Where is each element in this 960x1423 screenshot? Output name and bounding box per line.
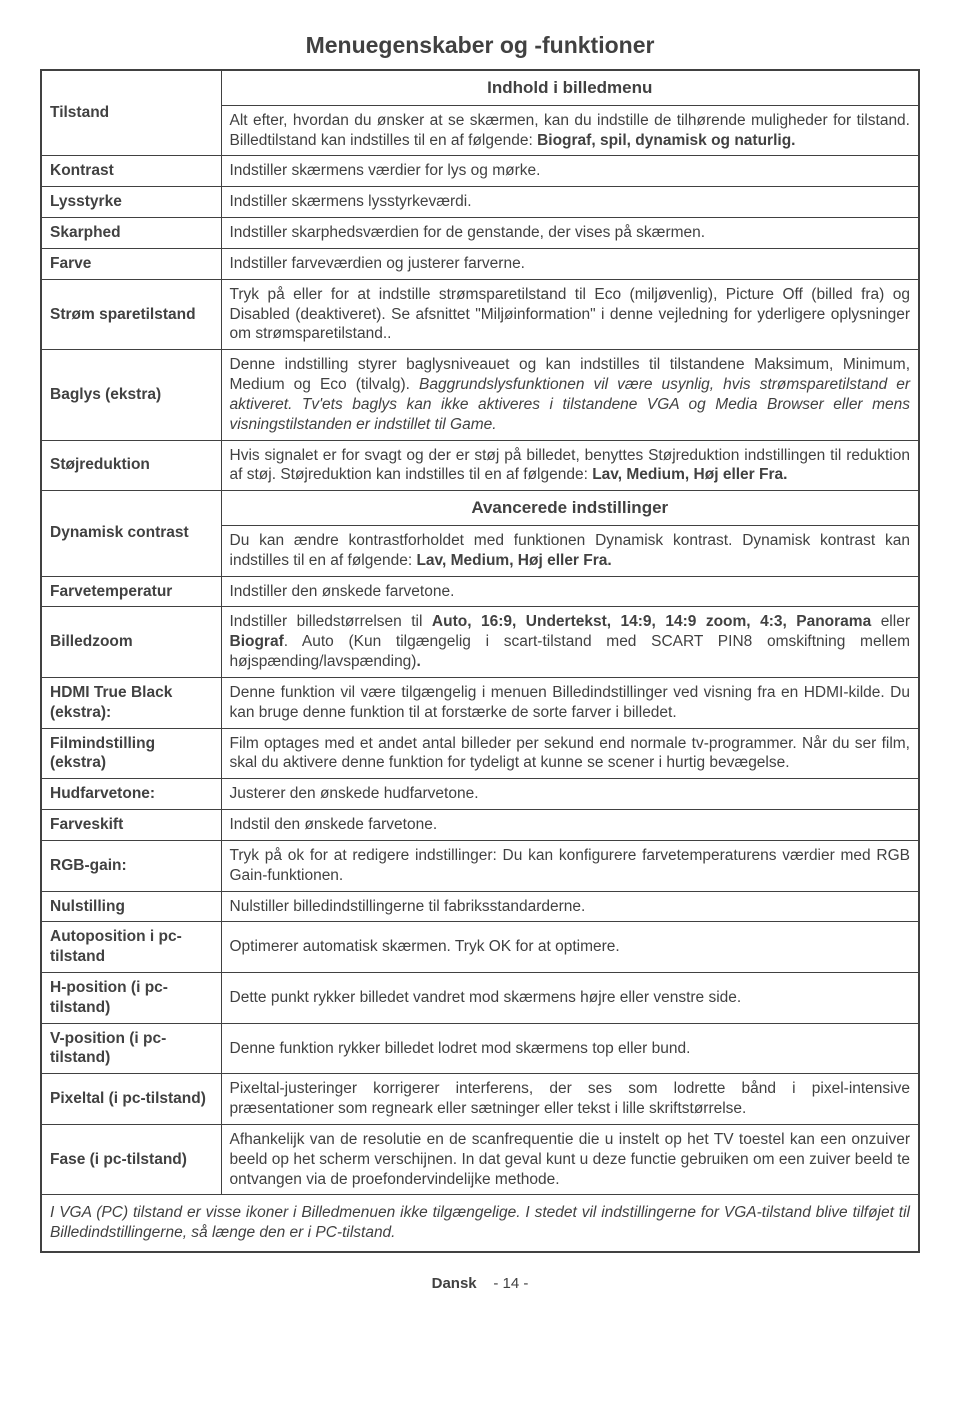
table-row: V-position (i pc-tilstand)Denne funktion… <box>41 1023 919 1074</box>
row-label: V-position (i pc-tilstand) <box>41 1023 221 1074</box>
row-label: Farveskift <box>41 810 221 841</box>
table-row: H-position (i pc-tilstand)Dette punkt ry… <box>41 973 919 1024</box>
row-description: Tryk på eller for at indstille strømspar… <box>221 279 919 349</box>
table-row: FarveIndstiller farveværdien og justerer… <box>41 248 919 279</box>
row-description: Indstiller den ønskede farvetone. <box>221 576 919 607</box>
row-label: Filmindstilling (ekstra) <box>41 728 221 779</box>
row-description: Indstiller billedstørrelsen til Auto, 16… <box>221 607 919 677</box>
row-description: Indstiller skarphedsværdien for de genst… <box>221 218 919 249</box>
row-description: Tryk på ok for at redigere indstillinger… <box>221 840 919 891</box>
settings-table-main: TilstandIndhold i billedmenuAlt efter, h… <box>40 69 920 1253</box>
row-label: Pixeltal (i pc-tilstand) <box>41 1074 221 1125</box>
row-label: Baglys (ekstra) <box>41 350 221 440</box>
table-row: HDMI True Black (ekstra):Denne funktion … <box>41 677 919 728</box>
table-row: TilstandIndhold i billedmenu <box>41 70 919 105</box>
row-label: Tilstand <box>41 70 221 156</box>
row-label: Støjreduktion <box>41 440 221 491</box>
footnote-text: I VGA (PC) tilstand er visse ikoner i Bi… <box>41 1195 919 1252</box>
row-description: Indstil den ønskede farvetone. <box>221 810 919 841</box>
row-description: Afhankelijk van de resolutie en de scanf… <box>221 1124 919 1194</box>
row-description: Denne indstilling styrer baglysniveauet … <box>221 350 919 440</box>
table-row: FarvetemperaturIndstiller den ønskede fa… <box>41 576 919 607</box>
row-label: Strøm sparetilstand <box>41 279 221 349</box>
section-header: Avancerede indstillinger <box>221 491 919 526</box>
row-label: H-position (i pc-tilstand) <box>41 973 221 1024</box>
table-body-main: TilstandIndhold i billedmenuAlt efter, h… <box>41 70 919 1252</box>
row-label: Skarphed <box>41 218 221 249</box>
row-description: Hvis signalet er for svagt og der er stø… <box>221 440 919 491</box>
row-description: Alt efter, hvordan du ønsker at se skærm… <box>221 105 919 156</box>
row-description: Pixeltal-justeringer korrigerer interfer… <box>221 1074 919 1125</box>
row-description: Dette punkt rykker billedet vandret mod … <box>221 973 919 1024</box>
table-row: Baglys (ekstra)Denne indstilling styrer … <box>41 350 919 440</box>
row-description: Denne funktion rykker billedet lodret mo… <box>221 1023 919 1074</box>
row-description: Indstiller skærmens lysstyrkeværdi. <box>221 187 919 218</box>
footer-page-number: - 14 - <box>493 1275 528 1292</box>
table-row: Pixeltal (i pc-tilstand)Pixeltal-justeri… <box>41 1074 919 1125</box>
row-label: Billedzoom <box>41 607 221 677</box>
page-title: Menuegenskaber og -funktioner <box>40 32 920 59</box>
row-label: Fase (i pc-tilstand) <box>41 1124 221 1194</box>
table-row: Hudfarvetone:Justerer den ønskede hudfar… <box>41 779 919 810</box>
section-header: Indhold i billedmenu <box>221 70 919 105</box>
row-label: Autoposition i pc-tilstand <box>41 922 221 973</box>
row-description: Denne funktion vil være tilgængelig i me… <box>221 677 919 728</box>
table-row: StøjreduktionHvis signalet er for svagt … <box>41 440 919 491</box>
table-row: NulstillingNulstiller billedindstillinge… <box>41 891 919 922</box>
footer-spacer <box>481 1275 489 1292</box>
row-label: Dynamisk contrast <box>41 491 221 576</box>
row-description: Film optages med et andet antal billeder… <box>221 728 919 779</box>
row-description: Nulstiller billedindstillingerne til fab… <box>221 891 919 922</box>
table-row: KontrastIndstiller skærmens værdier for … <box>41 156 919 187</box>
footer-language: Dansk <box>432 1275 477 1292</box>
row-label: Farve <box>41 248 221 279</box>
row-label: RGB-gain: <box>41 840 221 891</box>
table-row: Strøm sparetilstandTryk på eller for at … <box>41 279 919 349</box>
row-label: Farvetemperatur <box>41 576 221 607</box>
table-row: BilledzoomIndstiller billedstørrelsen ti… <box>41 607 919 677</box>
row-label: HDMI True Black (ekstra): <box>41 677 221 728</box>
row-label: Lysstyrke <box>41 187 221 218</box>
table-row-footnote: I VGA (PC) tilstand er visse ikoner i Bi… <box>41 1195 919 1252</box>
page-footer: Dansk - 14 - <box>40 1275 920 1292</box>
table-row: Dynamisk contrastAvancerede indstillinge… <box>41 491 919 526</box>
row-label: Nulstilling <box>41 891 221 922</box>
row-description: Du kan ændre kontrastforholdet med funkt… <box>221 525 919 576</box>
table-row: FarveskiftIndstil den ønskede farvetone. <box>41 810 919 841</box>
page-content: Menuegenskaber og -funktioner Tilstand I… <box>0 0 960 1312</box>
table-row: Filmindstilling (ekstra)Film optages med… <box>41 728 919 779</box>
table-row: SkarphedIndstiller skarphedsværdien for … <box>41 218 919 249</box>
table-row: RGB-gain:Tryk på ok for at redigere inds… <box>41 840 919 891</box>
row-description: Indstiller farveværdien og justerer farv… <box>221 248 919 279</box>
row-description: Optimerer automatisk skærmen. Tryk OK fo… <box>221 922 919 973</box>
row-description: Indstiller skærmens værdier for lys og m… <box>221 156 919 187</box>
table-row: Autoposition i pc-tilstandOptimerer auto… <box>41 922 919 973</box>
row-description: Justerer den ønskede hudfarvetone. <box>221 779 919 810</box>
table-row: LysstyrkeIndstiller skærmens lysstyrkevæ… <box>41 187 919 218</box>
table-row: Fase (i pc-tilstand)Afhankelijk van de r… <box>41 1124 919 1194</box>
row-label: Kontrast <box>41 156 221 187</box>
row-label: Hudfarvetone: <box>41 779 221 810</box>
